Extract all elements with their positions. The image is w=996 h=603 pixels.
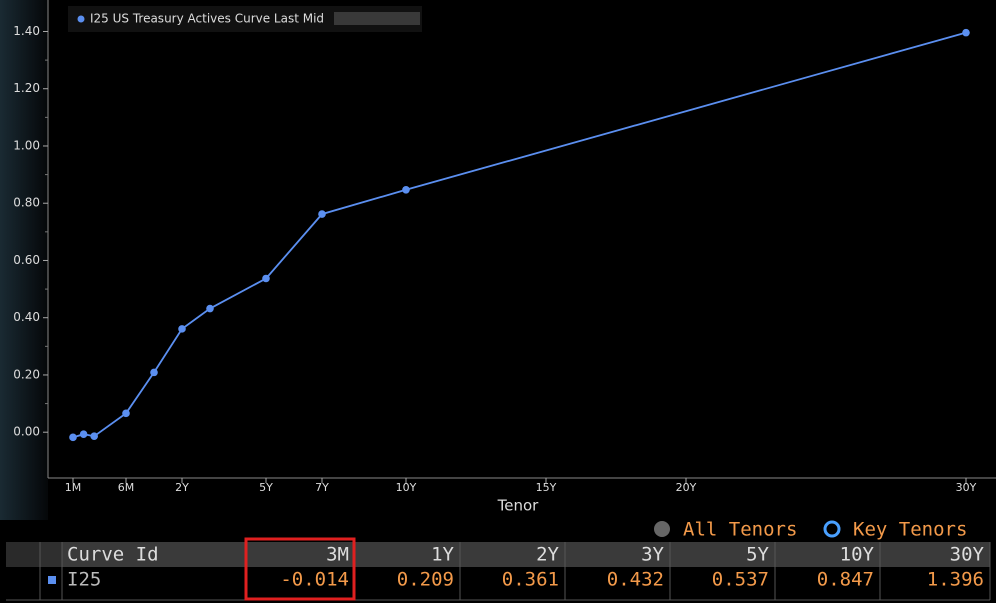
series-swatch <box>48 576 56 584</box>
x-axis-label: Tenor <box>497 497 540 515</box>
table-header-bg <box>6 542 990 567</box>
data-point <box>262 274 270 283</box>
table-header: 2Y <box>536 544 559 566</box>
y-tick-label: 1.00 <box>13 138 40 152</box>
y-tick-label: 1.40 <box>13 24 40 38</box>
table-cell: 0.537 <box>712 569 769 591</box>
axis-strip <box>0 0 48 520</box>
data-point <box>79 430 88 439</box>
data-point <box>150 368 158 377</box>
table-cell: 0.361 <box>502 569 559 591</box>
x-tick-label: 6M <box>118 481 135 494</box>
highlight-box <box>244 537 356 601</box>
option-label[interactable]: Key Tenors <box>853 519 967 541</box>
x-tick-label: 5Y <box>259 481 273 494</box>
y-tick-label: 0.60 <box>13 253 40 267</box>
data-point <box>69 433 77 442</box>
table-cell: I25 <box>67 569 101 591</box>
y-tick-label: 1.20 <box>13 81 40 95</box>
radio-key[interactable] <box>823 520 841 538</box>
x-tick-label: 10Y <box>396 481 417 494</box>
data-point <box>318 210 326 218</box>
table-prefix <box>40 542 62 567</box>
x-tick-label: 7Y <box>315 481 329 494</box>
table-cell: 0.209 <box>397 569 454 591</box>
y-tick-label: 0.40 <box>13 310 40 324</box>
table-header: 1Y <box>431 544 454 566</box>
data-point <box>90 432 98 441</box>
table-header: 5Y <box>746 544 769 566</box>
x-tick-label: 2Y <box>175 481 189 494</box>
data-point <box>206 304 214 313</box>
x-tick-label: 30Y <box>956 481 977 494</box>
data-point <box>178 325 186 333</box>
series-line <box>72 31 967 439</box>
option-label[interactable]: All Tenors <box>683 519 797 541</box>
legend-marker <box>77 15 85 23</box>
table-header: 3Y <box>641 544 664 566</box>
legend-label: I25 US Treasury Actives Curve Last Mid <box>90 12 324 26</box>
table-cell: 1.396 <box>927 569 984 591</box>
blurred-date <box>334 12 420 25</box>
y-tick-label: 0.20 <box>13 367 40 381</box>
data-point <box>962 28 970 37</box>
x-tick-label: 15Y <box>536 481 557 494</box>
table-header: 30Y <box>950 544 985 566</box>
y-tick-label: 0.00 <box>13 425 40 439</box>
table-header: 10Y <box>840 544 875 566</box>
y-tick-label: 0.80 <box>13 196 40 210</box>
table-cell: 0.432 <box>607 569 664 591</box>
x-tick-label: 1M <box>65 481 82 494</box>
data-point <box>402 185 410 194</box>
radio-all[interactable] <box>654 521 670 537</box>
table-header: Curve Id <box>67 544 159 566</box>
table-prefix <box>6 542 40 567</box>
x-tick-label: 20Y <box>676 481 697 494</box>
table-cell: -0.014 <box>280 569 349 591</box>
data-point <box>122 409 130 418</box>
table-cell: 0.847 <box>817 569 874 591</box>
table-header: 3M <box>326 544 349 566</box>
